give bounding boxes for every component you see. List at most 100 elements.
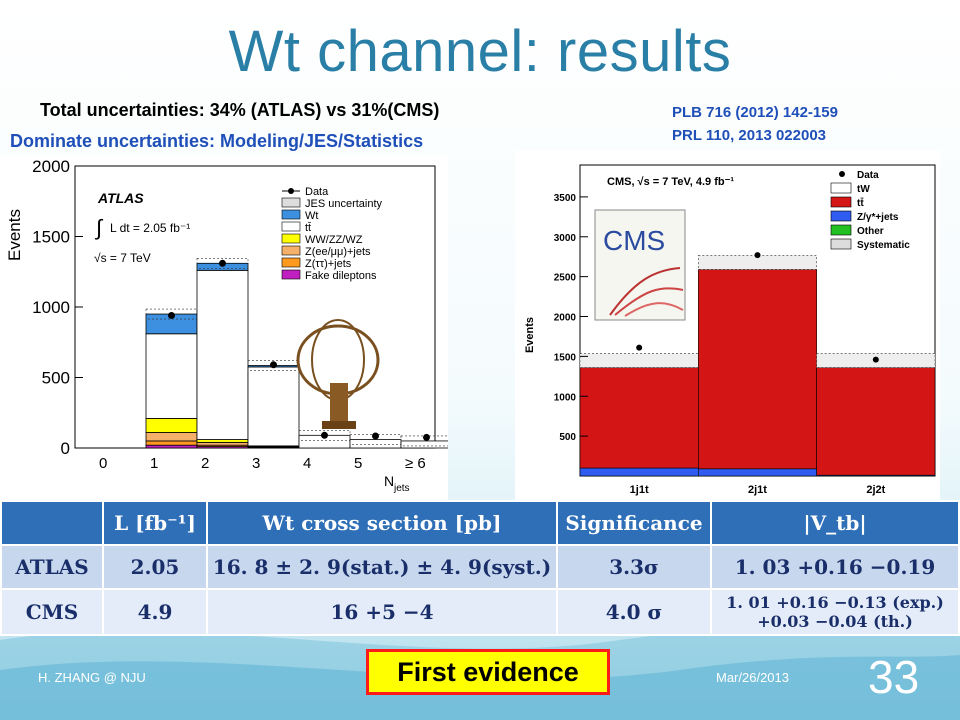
table-cell: CMS	[0, 588, 104, 636]
atlas-legend-label: WW/ZZ/WZ	[305, 234, 363, 246]
footer-date: Mar/26/2013	[716, 670, 789, 685]
cms-y-tick-label: 1500	[554, 352, 577, 363]
cms-y-tick-label: 3500	[554, 193, 577, 204]
table-cell: ATLAS	[0, 544, 104, 590]
cms-bars	[579, 255, 936, 477]
atlas-data-point	[372, 432, 379, 440]
dominant-uncertainties: Dominate uncertainties: Modeling/JES/Sta…	[10, 131, 424, 151]
atlas-legend-label: Wt	[305, 210, 318, 222]
atlas-bar-segment	[349, 439, 402, 449]
atlas-bar-segment	[145, 432, 198, 442]
cms-data-point	[754, 252, 761, 259]
atlas-bar-segment	[145, 333, 198, 419]
atlas-x-tick-label: 1	[150, 455, 158, 472]
atlas-x-tick-label: 4	[303, 455, 311, 472]
atlas-bar-segment	[145, 440, 198, 446]
atlas-x-tick-label: ≥ 6	[405, 455, 426, 472]
cms-legend-label: Systematic	[857, 240, 910, 251]
table-row: CMS 4.9 16 +5 −4 4.0 σ 1. 01 +0.16 −0.13…	[0, 588, 960, 636]
cms-x-tick-label: 2j1t	[748, 484, 767, 496]
cms-legend-label: tt̄	[857, 197, 864, 209]
table-header-row: L [fb⁻¹] Wt cross section [pb] Significa…	[0, 500, 960, 546]
cms-legend-label: Other	[857, 226, 884, 237]
table-row: ATLAS 2.05 16. 8 ± 2. 9(stat.) ± 4. 9(sy…	[0, 544, 960, 590]
reference-prl: PRL 110, 2013 022003	[672, 127, 827, 144]
cms-legend-swatch	[830, 196, 852, 208]
results-table: L [fb⁻¹] Wt cross section [pb] Significa…	[0, 500, 960, 636]
cms-x-tick-label: 2j2t	[866, 484, 885, 496]
atlas-data-point	[423, 433, 430, 441]
cms-bar-zjets	[579, 467, 699, 477]
cms-logo-inset: CMS	[594, 209, 686, 321]
atlas-label: ATLAS	[97, 190, 144, 206]
atlas-legend-label: Fake dileptons	[305, 270, 377, 282]
atlas-bar-segment	[196, 441, 249, 446]
integral-symbol: ∫	[94, 215, 104, 240]
atlas-legend-label: Data	[305, 186, 329, 198]
slide-title: Wt channel: results	[228, 19, 732, 84]
atlas-y-tick-label: 0	[61, 439, 70, 458]
atlas-energy: √s = 7 TeV	[94, 251, 151, 265]
atlas-legend-swatch	[281, 221, 301, 232]
reference-plb: PLB 716 (2012) 142-159	[672, 104, 838, 121]
table-cell: 4.9	[102, 588, 208, 636]
atlas-x-ticks: 0 1 2 3 4 5 ≥ 6	[99, 455, 426, 472]
atlas-plot-panel: Events 0 500 1000 1500 2000 0 1 2 3 4 5 ≥ 6 ATLAS …	[0, 155, 453, 500]
cms-data-point	[872, 356, 879, 363]
atlas-bar-segment	[196, 439, 249, 443]
atlas-bar-segment	[247, 366, 300, 447]
cms-ylabel: Events	[524, 317, 536, 353]
atlas-bars	[145, 257, 453, 449]
page-number: 33	[868, 651, 920, 703]
cms-x-tick-label: 1j1t	[630, 484, 649, 496]
atlas-x-tick-label: 3	[252, 455, 260, 472]
atlas-data-point	[321, 431, 328, 439]
atlas-legend-swatch	[281, 245, 301, 256]
first-evidence-badge: First evidence	[366, 649, 610, 695]
atlas-data-point	[219, 259, 226, 267]
atlas-y-tick-label: 1000	[32, 298, 70, 317]
cms-legend-swatch	[830, 182, 852, 194]
cms-bar-ttbar	[579, 367, 699, 469]
atlas-bar-segment	[145, 417, 198, 433]
atlas-xlabel: N	[384, 473, 394, 489]
atlas-bar-segment	[145, 444, 198, 449]
cms-plot-panel: Events 500 1000 1500 2000 2500 3000 3500 1j1t 2…	[515, 150, 940, 500]
cms-plot: Events 500 1000 1500 2000 2500 3000 3500 1j1t 2…	[524, 164, 936, 496]
atlas-lumi: L dt = 2.05 fb⁻¹	[110, 221, 190, 235]
cms-legend-label: tW	[857, 184, 870, 195]
cms-legend-label: Data	[857, 170, 879, 181]
atlas-ylabel: Events	[5, 209, 24, 261]
cms-logo-text: CMS	[603, 225, 665, 256]
cms-y-tick-label: 2500	[554, 273, 577, 284]
table-cell: 16 +5 −4	[206, 588, 558, 636]
atlas-legend-swatch	[281, 257, 301, 268]
cms-legend: Data tW tt̄ Z/γ*+jets Other Systematic	[830, 170, 910, 251]
table-cell: 4.0 σ	[556, 588, 712, 636]
cms-y-tick-label: 1000	[554, 392, 577, 403]
atlas-data-point	[168, 311, 175, 319]
cms-syst-band	[698, 255, 817, 270]
atlas-y-ticks: 0 500 1000 1500 2000	[32, 157, 83, 458]
atlas-y-tick-label: 500	[42, 369, 70, 388]
cms-y-tick-label: 2000	[554, 313, 577, 324]
atlas-bar-segment	[196, 269, 249, 440]
cms-bar-ttbar	[816, 367, 936, 476]
cms-legend-label: Z/γ*+jets	[857, 212, 899, 223]
table-header-cell: Significance	[556, 500, 712, 546]
uncertainty-summary: Total uncertainties: 34% (ATLAS) vs 31%(…	[40, 100, 440, 120]
cms-legend-swatch	[830, 210, 852, 222]
atlas-logo-figure	[296, 319, 380, 429]
table-cell: 1. 03 +0.16 −0.19	[710, 544, 960, 590]
cms-y-tick-label: 3000	[554, 233, 577, 244]
atlas-legend-label: Z(ττ)+jets	[305, 258, 352, 270]
cms-bar-zjets	[698, 468, 817, 477]
atlas-legend-label: tt̄	[305, 222, 311, 234]
atlas-data-points	[168, 259, 430, 441]
atlas-data-point	[270, 361, 277, 369]
table-header-cell: L [fb⁻¹]	[102, 500, 208, 546]
table-header-cell	[0, 500, 104, 546]
table-cell: 1. 01 +0.16 −0.13 (exp.) +0.03 −0.04 (th…	[710, 588, 960, 636]
